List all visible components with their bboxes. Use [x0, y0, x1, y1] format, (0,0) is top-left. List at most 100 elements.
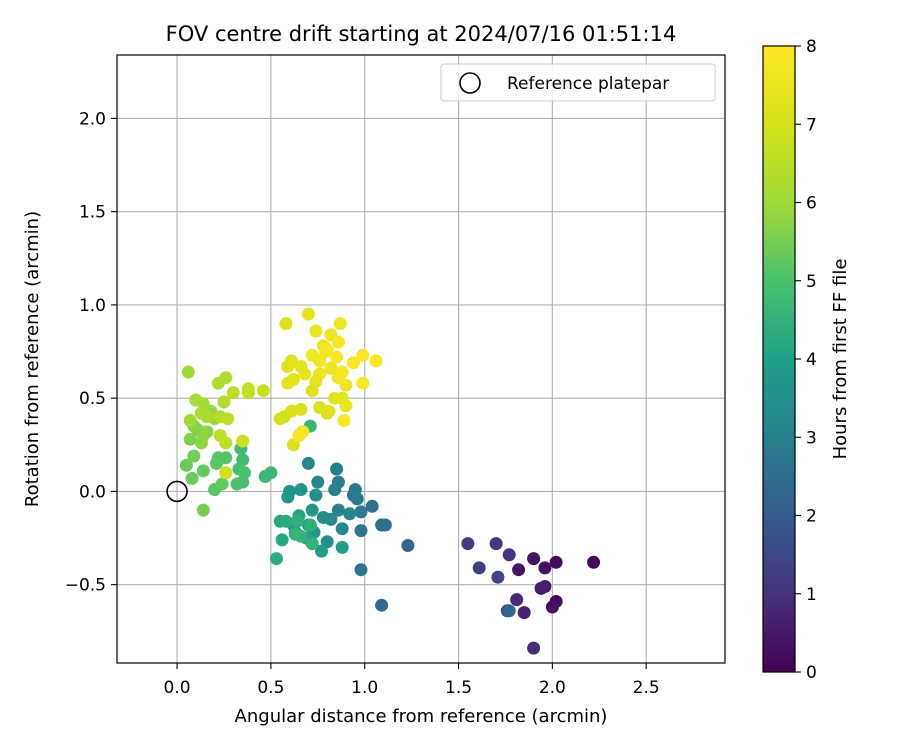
x-tick-label: 2.5: [633, 678, 660, 698]
data-point: [365, 499, 379, 513]
data-point: [236, 434, 250, 448]
colorbar-tick-label: 1: [806, 585, 817, 605]
data-point: [330, 462, 344, 476]
data-point: [219, 371, 233, 385]
data-point: [196, 503, 210, 517]
colorbar-tick-label: 3: [806, 428, 817, 448]
data-point: [472, 561, 486, 575]
data-point: [219, 466, 233, 480]
colorbar: 0 1 2 3 4 5 6 7 8 Hours from first FF file: [762, 37, 851, 683]
data-point: [241, 386, 255, 400]
colorbar-tick-label: 4: [806, 350, 817, 370]
x-axis-label: Angular distance from reference (arcmin): [235, 706, 608, 727]
data-point: [183, 432, 197, 446]
y-axis-label: Rotation from reference (arcmin): [22, 211, 43, 507]
data-point: [534, 581, 548, 595]
data-point: [354, 505, 368, 519]
data-point: [401, 539, 415, 552]
data-point: [343, 507, 357, 521]
data-point: [324, 512, 338, 526]
data-point: [256, 384, 270, 398]
y-axis-ticks: −0.5 0.0 0.5 1.0 1.5 2.0: [65, 109, 117, 596]
y-tick-label: 1.5: [79, 203, 106, 223]
data-point: [335, 365, 349, 379]
x-tick-label: 0.5: [257, 678, 284, 698]
data-point: [301, 456, 315, 470]
colorbar-tick-label: 6: [806, 194, 817, 214]
data-points: [179, 307, 601, 655]
legend-box: [440, 63, 716, 102]
reference-point-marker: [166, 480, 188, 503]
data-point: [294, 483, 308, 497]
colorbar-tick-label: 5: [806, 272, 817, 292]
data-point: [275, 533, 289, 547]
data-point: [294, 402, 308, 416]
data-point: [305, 384, 319, 398]
y-tick-label: 0.0: [79, 482, 106, 502]
data-point: [354, 563, 368, 577]
data-point: [315, 544, 328, 558]
data-point: [313, 354, 327, 368]
grid: [117, 55, 725, 663]
data-point: [309, 324, 323, 338]
data-point: [512, 563, 526, 577]
data-point: [279, 514, 293, 528]
data-point: [354, 524, 368, 538]
data-point: [545, 600, 559, 614]
data-point: [350, 492, 364, 506]
data-point: [210, 456, 223, 470]
data-point: [305, 503, 319, 517]
data-point: [185, 471, 199, 485]
legend-marker-icon: [459, 72, 481, 94]
chart-title: FOV centre drift starting at 2024/07/16 …: [166, 22, 677, 46]
data-point: [517, 606, 531, 620]
legend-entry-label: Reference platepar: [507, 74, 669, 94]
data-point: [375, 598, 389, 612]
data-point: [491, 570, 505, 584]
y-tick-label: 0.5: [79, 389, 106, 409]
x-tick-label: 1.0: [351, 678, 378, 698]
colorbar-tick-label: 8: [806, 37, 817, 57]
data-point: [331, 335, 345, 349]
data-point: [320, 535, 334, 549]
data-point: [187, 449, 201, 463]
data-point: [324, 361, 338, 375]
data-point: [292, 429, 306, 442]
data-point: [335, 522, 349, 536]
colorbar-gradient: [762, 45, 796, 673]
data-point: [230, 477, 244, 491]
y-tick-label: 1.0: [79, 296, 106, 316]
colorbar-ticks: 0 1 2 3 4 5 6 7 8: [795, 37, 817, 683]
data-point: [221, 412, 235, 426]
data-point: [510, 593, 524, 607]
data-point: [502, 604, 516, 618]
data-point: [194, 436, 208, 450]
data-point: [200, 425, 214, 439]
colorbar-tick-label: 0: [806, 663, 817, 683]
data-point: [196, 464, 210, 478]
data-point: [285, 354, 298, 368]
data-point: [587, 555, 601, 569]
data-point: [305, 537, 319, 551]
data-point: [301, 307, 315, 321]
data-point: [331, 503, 345, 517]
data-point: [226, 386, 240, 400]
data-point: [489, 537, 503, 551]
data-point: [502, 548, 516, 562]
colorbar-tick-label: 2: [806, 507, 817, 527]
data-point: [356, 348, 370, 362]
x-axis-ticks: 0.0 0.5 1.0 1.5 2.0 2.5: [164, 663, 660, 698]
data-point: [281, 490, 295, 504]
y-tick-label: 2.0: [79, 109, 106, 129]
data-point: [200, 410, 214, 424]
data-point: [339, 399, 353, 413]
data-point: [258, 470, 272, 483]
data-point: [538, 561, 552, 575]
data-point: [179, 458, 193, 472]
data-point: [527, 641, 541, 655]
data-point: [356, 376, 370, 390]
data-point: [279, 317, 293, 331]
data-point: [330, 350, 344, 364]
